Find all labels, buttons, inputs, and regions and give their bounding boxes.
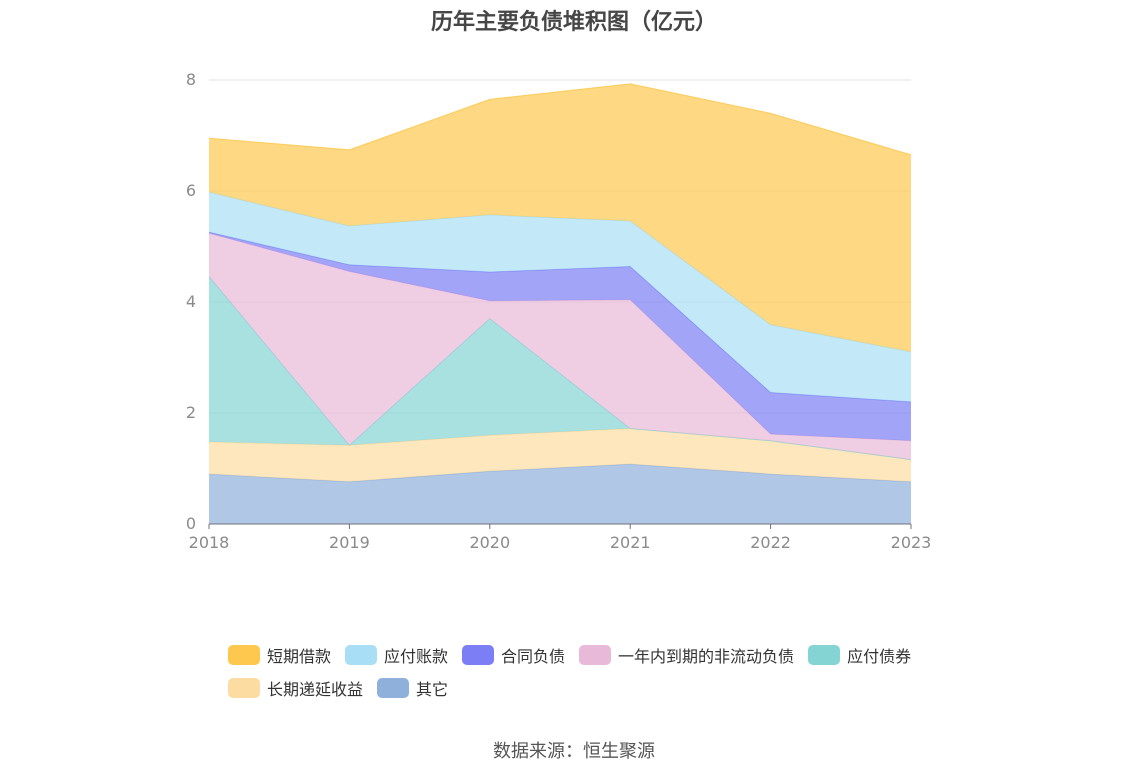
area-series-应付账款 bbox=[209, 192, 911, 402]
legend-label: 短期借款 bbox=[267, 646, 332, 666]
data-source-note: 数据来源：恒生聚源 bbox=[493, 741, 655, 762]
area-series-合同负债 bbox=[209, 232, 911, 441]
legend: 短期借款 应付账款 合同负债 一年内到期的非流动负债 应付债券 长期递延收益 其… bbox=[228, 638, 948, 704]
legend-item-contract-liabilities[interactable]: 合同负债 bbox=[462, 643, 565, 667]
stacked-area-chart: 0 2 4 6 8 2018 2019 2020 2021 2022 2023 bbox=[186, 70, 932, 552]
series-line-短期借款 bbox=[208, 83, 912, 156]
legend-item-accounts-payable[interactable]: 应付账款 bbox=[345, 643, 448, 667]
y-tick-label: 2 bbox=[186, 403, 196, 422]
legend-label: 其它 bbox=[416, 679, 449, 699]
legend-item-other[interactable]: 其它 bbox=[377, 676, 448, 700]
x-tick-label: 2022 bbox=[750, 533, 791, 552]
x-tick-label: 2019 bbox=[329, 533, 370, 552]
legend-label: 应付账款 bbox=[384, 646, 449, 666]
legend-label: 长期递延收益 bbox=[267, 679, 364, 699]
legend-swatch bbox=[228, 677, 260, 698]
legend-swatch bbox=[462, 644, 495, 665]
area-series-一年内到期的非流动负债 bbox=[209, 233, 911, 460]
chart-title: 历年主要负债堆积图（亿元） bbox=[430, 10, 717, 35]
series-line-一年内到期的非流动负债 bbox=[208, 232, 912, 442]
area-series-长期递延收益 bbox=[209, 428, 911, 482]
legend-label: 一年内到期的非流动负债 bbox=[618, 646, 795, 666]
area-series-短期借款 bbox=[209, 83, 911, 352]
x-tick-label: 2021 bbox=[610, 533, 651, 552]
y-tick-label: 0 bbox=[186, 514, 196, 533]
legend-swatch bbox=[228, 644, 260, 665]
legend-item-short-term-loans[interactable]: 短期借款 bbox=[228, 643, 331, 667]
y-tick-label: 4 bbox=[186, 292, 196, 311]
x-tick-label: 2018 bbox=[189, 533, 230, 552]
legend-swatch bbox=[808, 644, 841, 665]
legend-swatch bbox=[579, 644, 612, 665]
x-tick-label: 2023 bbox=[891, 533, 932, 552]
legend-item-bonds-payable[interactable]: 应付债券 bbox=[808, 643, 911, 667]
area-series bbox=[208, 83, 912, 524]
axes: 0 2 4 6 8 2018 2019 2020 2021 2022 2023 bbox=[186, 70, 932, 552]
legend-swatch bbox=[345, 644, 378, 665]
legend-swatch bbox=[377, 677, 410, 698]
legend-row-2: 长期递延收益 其它 bbox=[228, 671, 948, 704]
legend-label: 合同负债 bbox=[501, 646, 566, 666]
x-tick-label: 2020 bbox=[469, 533, 510, 552]
legend-item-deferred-income[interactable]: 长期递延收益 bbox=[228, 676, 363, 700]
legend-row-1: 短期借款 应付账款 合同负债 一年内到期的非流动负债 应付债券 bbox=[228, 638, 948, 671]
y-tick-label: 6 bbox=[186, 181, 196, 200]
area-series-其它 bbox=[209, 464, 911, 524]
y-tick-label: 8 bbox=[186, 70, 196, 89]
legend-label: 应付债券 bbox=[847, 646, 912, 666]
legend-item-current-portion-noncurrent[interactable]: 一年内到期的非流动负债 bbox=[579, 643, 794, 667]
